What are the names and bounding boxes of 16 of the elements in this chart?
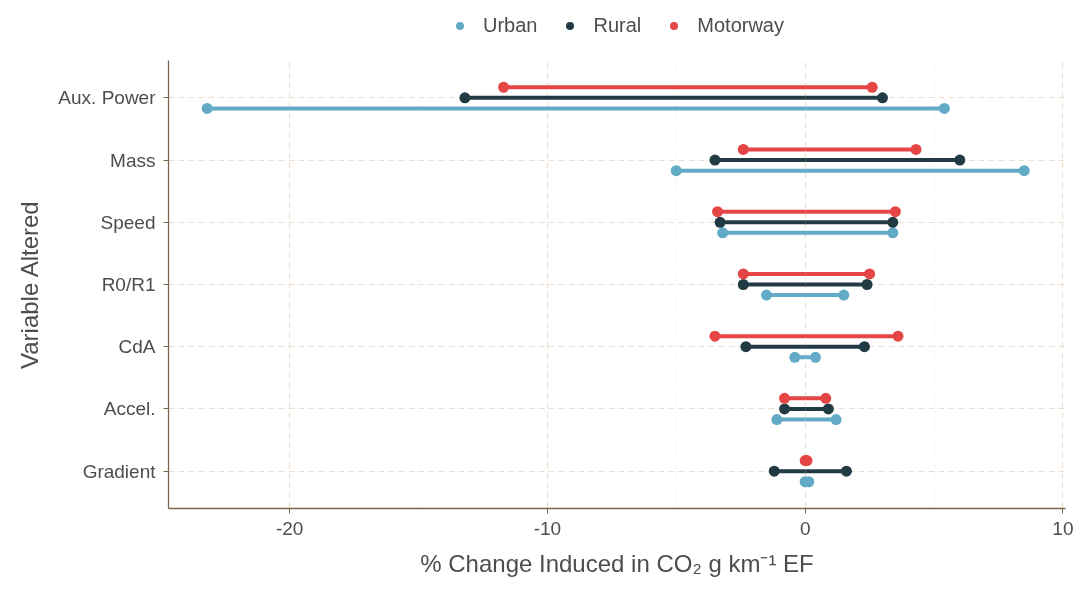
y-tick-label: R0/R1 xyxy=(101,274,156,295)
x-tick-label: -20 xyxy=(275,517,304,539)
y-tick-label: Aux. Power xyxy=(58,87,157,109)
y-tick-label: Mass xyxy=(110,149,156,171)
y-axis-title: Variable Altered xyxy=(16,201,44,369)
y-tick-label: Speed xyxy=(100,211,156,233)
y-tick-label: Gradient xyxy=(82,460,157,482)
x-tick-label: 10 xyxy=(1052,517,1074,539)
legend-label: Urban xyxy=(483,13,538,37)
x-tick-label: -10 xyxy=(533,517,562,539)
y-tick-label: CdA xyxy=(118,336,156,358)
y-tick-label: Accel. xyxy=(103,398,156,420)
legend-label: Rural xyxy=(593,13,642,37)
x-tick-label: 0 xyxy=(799,517,811,539)
legend-label: Motorway xyxy=(697,13,784,37)
x-axis-title: % Change Induced in CO₂ g km⁻¹ EF xyxy=(420,549,814,577)
